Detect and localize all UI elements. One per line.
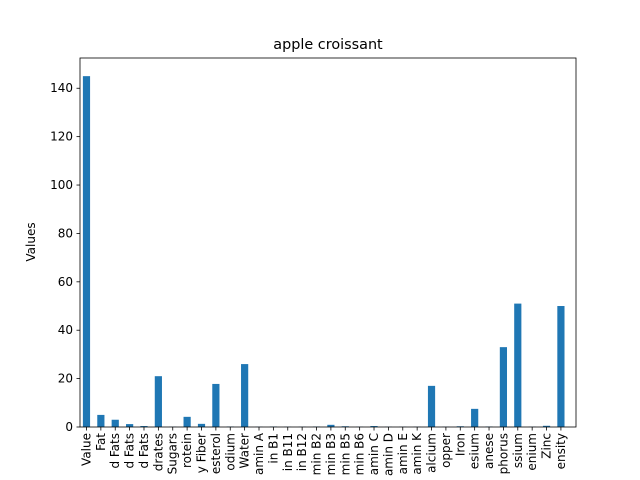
y-tick-label: 40 (58, 323, 73, 337)
x-tick-label: min B3 (324, 433, 338, 475)
x-tick-label: amin C (367, 433, 381, 475)
x-tick-label: amin K (410, 432, 424, 475)
x-tick-label: phorus (496, 433, 510, 474)
x-tick-label: d Fats (123, 433, 137, 469)
x-tick-label: alcium (425, 433, 439, 473)
y-tick-label: 60 (58, 275, 73, 289)
bar (197, 423, 206, 427)
bar (97, 414, 105, 427)
x-tick-label: min B6 (353, 433, 367, 475)
bar (140, 426, 148, 427)
y-tick-label: 100 (50, 178, 73, 192)
bar (126, 424, 134, 427)
x-tick-label: esterol (209, 433, 223, 474)
bar (111, 419, 119, 427)
x-tick-label: odium (223, 433, 237, 471)
y-tick-label: 0 (65, 420, 73, 434)
plot-frame (79, 57, 577, 428)
y-ticks-group: 0 20 40 60 80 100 120 140 (50, 81, 80, 434)
bar (370, 426, 378, 427)
x-tick-label: Water (238, 433, 252, 469)
x-tick-label: Sugars (166, 433, 180, 474)
x-tick-label: amin D (381, 433, 395, 476)
x-tick-label: amin A (252, 432, 266, 475)
bar (542, 425, 551, 427)
x-tick-label: in B11 (281, 433, 295, 471)
bar (499, 347, 508, 427)
x-tick-label: esium (468, 433, 482, 469)
bar (471, 408, 479, 427)
x-tick-label: y Fiber (194, 433, 208, 473)
bar (427, 385, 436, 427)
bar (557, 306, 565, 427)
x-ticks-group: Value Fat d Fats d Fats d Fats drates Sugars ro… (79, 427, 568, 476)
x-tick-label: min B5 (338, 433, 352, 475)
y-axis-label: Values (24, 222, 38, 261)
bar (514, 303, 522, 427)
bar (327, 424, 335, 427)
x-tick-label: opper (439, 433, 453, 468)
bar (241, 364, 249, 427)
x-tick-label: min B2 (310, 433, 324, 475)
y-tick-label: 140 (50, 81, 73, 95)
bar (183, 416, 191, 427)
bar (82, 76, 91, 428)
x-tick-label: drates (151, 433, 165, 471)
bar (212, 383, 220, 427)
x-tick-label: d Fats (137, 433, 151, 469)
y-tick-label: 80 (58, 226, 73, 240)
y-tick-label: 120 (50, 130, 73, 144)
x-tick-label: Fat (94, 433, 108, 451)
x-tick-label: in B12 (295, 433, 309, 471)
chart-title: apple croissant (273, 37, 383, 53)
x-tick-label: d Fats (108, 433, 122, 469)
x-tick-label: ensity (554, 433, 568, 469)
x-tick-label: in B1 (266, 433, 280, 464)
x-tick-label: ssium (511, 433, 525, 468)
x-tick-label: Zinc (540, 433, 554, 459)
x-tick-label: anese (482, 433, 496, 469)
x-tick-label: amin E (396, 433, 410, 474)
bar (154, 376, 162, 427)
x-tick-label: Iron (453, 433, 467, 456)
y-tick-label: 20 (58, 372, 73, 386)
x-tick-label: rotein (180, 433, 194, 468)
bars-group (82, 76, 565, 428)
x-tick-label: enium (525, 433, 539, 471)
x-tick-label: Value (79, 433, 93, 466)
